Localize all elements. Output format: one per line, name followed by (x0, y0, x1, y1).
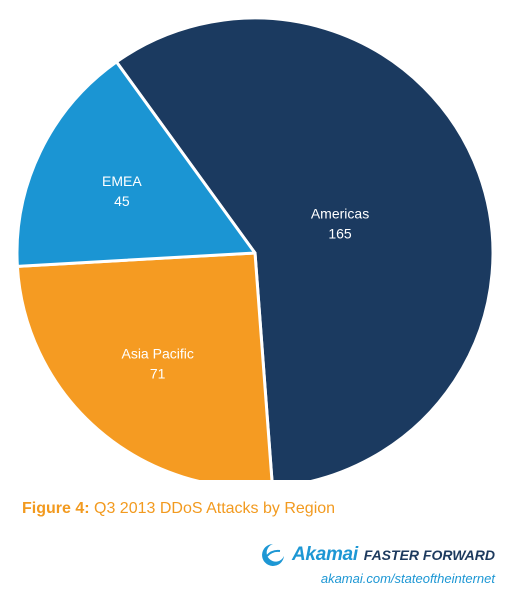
akamai-branding: Akamai FASTER FORWARD akamai.com/stateof… (260, 542, 495, 586)
slice-label-emea: EMEA (102, 173, 142, 189)
slice-value-asia-pacific: 71 (150, 366, 166, 382)
figure-caption: Figure 4: Q3 2013 DDoS Attacks by Region (22, 500, 335, 518)
figure-label: Figure 4: (22, 500, 90, 517)
brand-name: Akamai (292, 544, 358, 565)
brand-url[interactable]: akamai.com/stateoftheinternet (320, 571, 495, 586)
pie-chart: Americas 165 Asia Pacific 71 EMEA 45 (15, 16, 495, 480)
pie-slice-emea (15, 60, 257, 268)
pie-slice-americas (114, 16, 495, 480)
brand-tagline: FASTER FORWARD (363, 547, 495, 563)
figure-title: Q3 2013 DDoS Attacks by Region (94, 500, 336, 517)
slice-value-americas: 165 (328, 226, 352, 242)
pie-slice-asia-pacific (15, 251, 274, 480)
akamai-logo-icon (262, 544, 284, 566)
slice-label-americas: Americas (311, 206, 369, 222)
slice-value-emea: 45 (114, 193, 130, 209)
slice-label-asia-pacific: Asia Pacific (121, 346, 193, 362)
